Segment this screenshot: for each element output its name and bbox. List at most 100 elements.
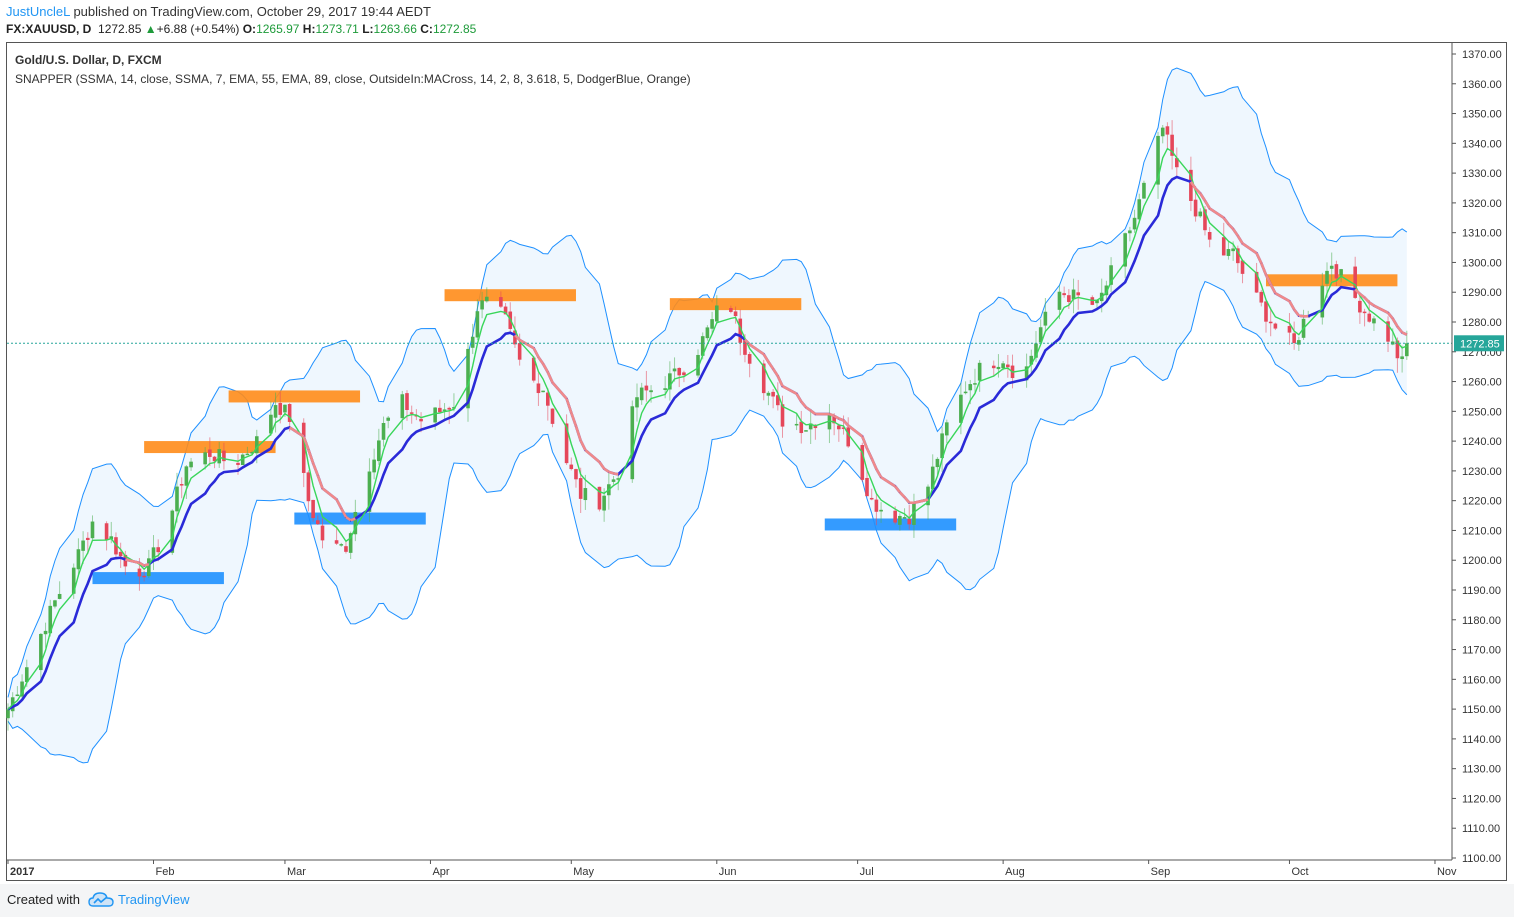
y-tick-label: 1190.00 (1462, 585, 1501, 597)
slow-ma-down-segment (1260, 262, 1268, 276)
candle-body (1062, 293, 1066, 296)
slow-ma-down-segment (1363, 296, 1371, 304)
candle-body (466, 348, 470, 409)
candle-body (400, 394, 405, 419)
slow-ma-down-segment (913, 498, 929, 505)
slow-ma-down-segment (1203, 199, 1211, 210)
y-tick-label: 1250.00 (1462, 406, 1502, 418)
candle-body (874, 499, 879, 512)
indicator-title[interactable]: SNAPPER (SSMA, 14, close, SSMA, 7, EMA, … (15, 72, 691, 86)
slow-ma-down-segment (833, 414, 840, 420)
candle-body (1292, 333, 1296, 343)
candle-body (879, 509, 883, 512)
slow-ma-down-segment (767, 361, 775, 370)
candle-body (137, 568, 142, 577)
price-chart[interactable]: 1370.00 1360.00 1350.00 1340.00 1330.00 1320.… (0, 0, 1514, 884)
candle-body (837, 425, 841, 430)
candle-body (1395, 340, 1400, 359)
candle-body (550, 408, 555, 424)
last-price: 1272.85 (98, 22, 142, 36)
y-tick-label: 1350.00 (1462, 109, 1502, 121)
candle-body (597, 486, 602, 510)
candle-body (311, 499, 315, 519)
candle-body (1165, 126, 1170, 135)
candle-body (1160, 127, 1165, 137)
slow-ma-down-segment (1208, 207, 1225, 219)
y-tick-label: 1170.00 (1462, 645, 1501, 657)
y-tick-label: 1220.00 (1462, 496, 1502, 508)
candle-body (484, 296, 489, 302)
candle-body (377, 440, 381, 462)
candle-body (147, 558, 151, 577)
candle-body (250, 452, 254, 454)
candle-body (6, 709, 10, 719)
y-tick-label: 1150.00 (1462, 704, 1501, 716)
candle-body (808, 423, 813, 430)
candle-body (1095, 299, 1099, 304)
price-change: +6.88 (+0.54%) (156, 22, 240, 36)
y-tick-label: 1240.00 (1462, 436, 1502, 448)
candle-body (20, 681, 24, 697)
candle-body (1170, 134, 1174, 156)
candle-body (452, 407, 456, 409)
candle-body (996, 366, 1001, 370)
candle-body (959, 394, 963, 423)
candle-body (48, 605, 53, 634)
candle-body (747, 354, 752, 364)
candle-body (743, 340, 747, 355)
x-tick-label: Mar (287, 866, 306, 878)
candles (6, 120, 1409, 731)
candle-body (1259, 291, 1264, 303)
candle-body (635, 397, 639, 408)
slow-ma-down-segment (518, 338, 535, 350)
candle-body (1254, 271, 1259, 293)
slow-ma-down-segment (880, 476, 896, 488)
candle-body (1268, 321, 1273, 324)
candle-body (602, 495, 606, 511)
candle-body (841, 427, 846, 429)
candle-body (1226, 249, 1231, 256)
candle-body (1221, 237, 1226, 256)
slow-ma-down-segment (302, 436, 310, 450)
slow-ma-down-segment (574, 425, 582, 442)
y-tick-label: 1280.00 (1462, 317, 1502, 329)
y-tick-label: 1160.00 (1462, 674, 1501, 686)
candle-body (142, 575, 146, 578)
slow-ma-down-segment (865, 447, 873, 459)
candle-body (179, 484, 184, 486)
candle-body (409, 412, 414, 414)
x-tick-label: Jun (719, 866, 737, 878)
slow-ma-down-segment (898, 491, 906, 499)
slow-ma-down-segment (335, 498, 343, 509)
x-tick-label: May (573, 866, 594, 878)
slow-ma-down-segment (805, 406, 812, 412)
slow-ma-down-segment (546, 371, 554, 384)
candle-body (902, 517, 907, 519)
slow-ma-down-segment (842, 419, 850, 427)
slow-ma-down-segment (532, 347, 540, 358)
slow-ma-line (7, 175, 1408, 711)
author-link[interactable]: JustUncleL (6, 4, 70, 19)
candle-body (696, 354, 700, 376)
candle-body (865, 477, 869, 497)
slow-ma-down-segment (781, 385, 798, 395)
candle-body (480, 300, 484, 310)
slow-ma-down-segment (603, 467, 610, 473)
candle-body (668, 373, 672, 390)
slow-ma-down-segment (748, 343, 765, 356)
candle-body (1405, 343, 1409, 357)
candle-body (1043, 311, 1048, 326)
candle-body (832, 416, 836, 424)
publish-info: JustUncleL published on TradingView.com,… (6, 4, 431, 19)
slow-ma-down-segment (608, 470, 614, 475)
open-value: 1265.97 (256, 22, 300, 36)
y-tick-label: 1360.00 (1462, 79, 1502, 91)
tradingview-link[interactable]: TradingView (118, 892, 190, 907)
quote-line: FX:XAUUSD, D 1272.85 ▲+6.88 (+0.54%) O:1… (6, 22, 476, 36)
slow-ma-down-segment (307, 449, 315, 464)
candle-body (930, 466, 935, 490)
slow-ma-down-segment (541, 363, 549, 373)
x-tick-label: Apr (432, 866, 449, 878)
slow-ma-down-segment (1255, 252, 1263, 264)
bollinger-band (7, 67, 1408, 764)
